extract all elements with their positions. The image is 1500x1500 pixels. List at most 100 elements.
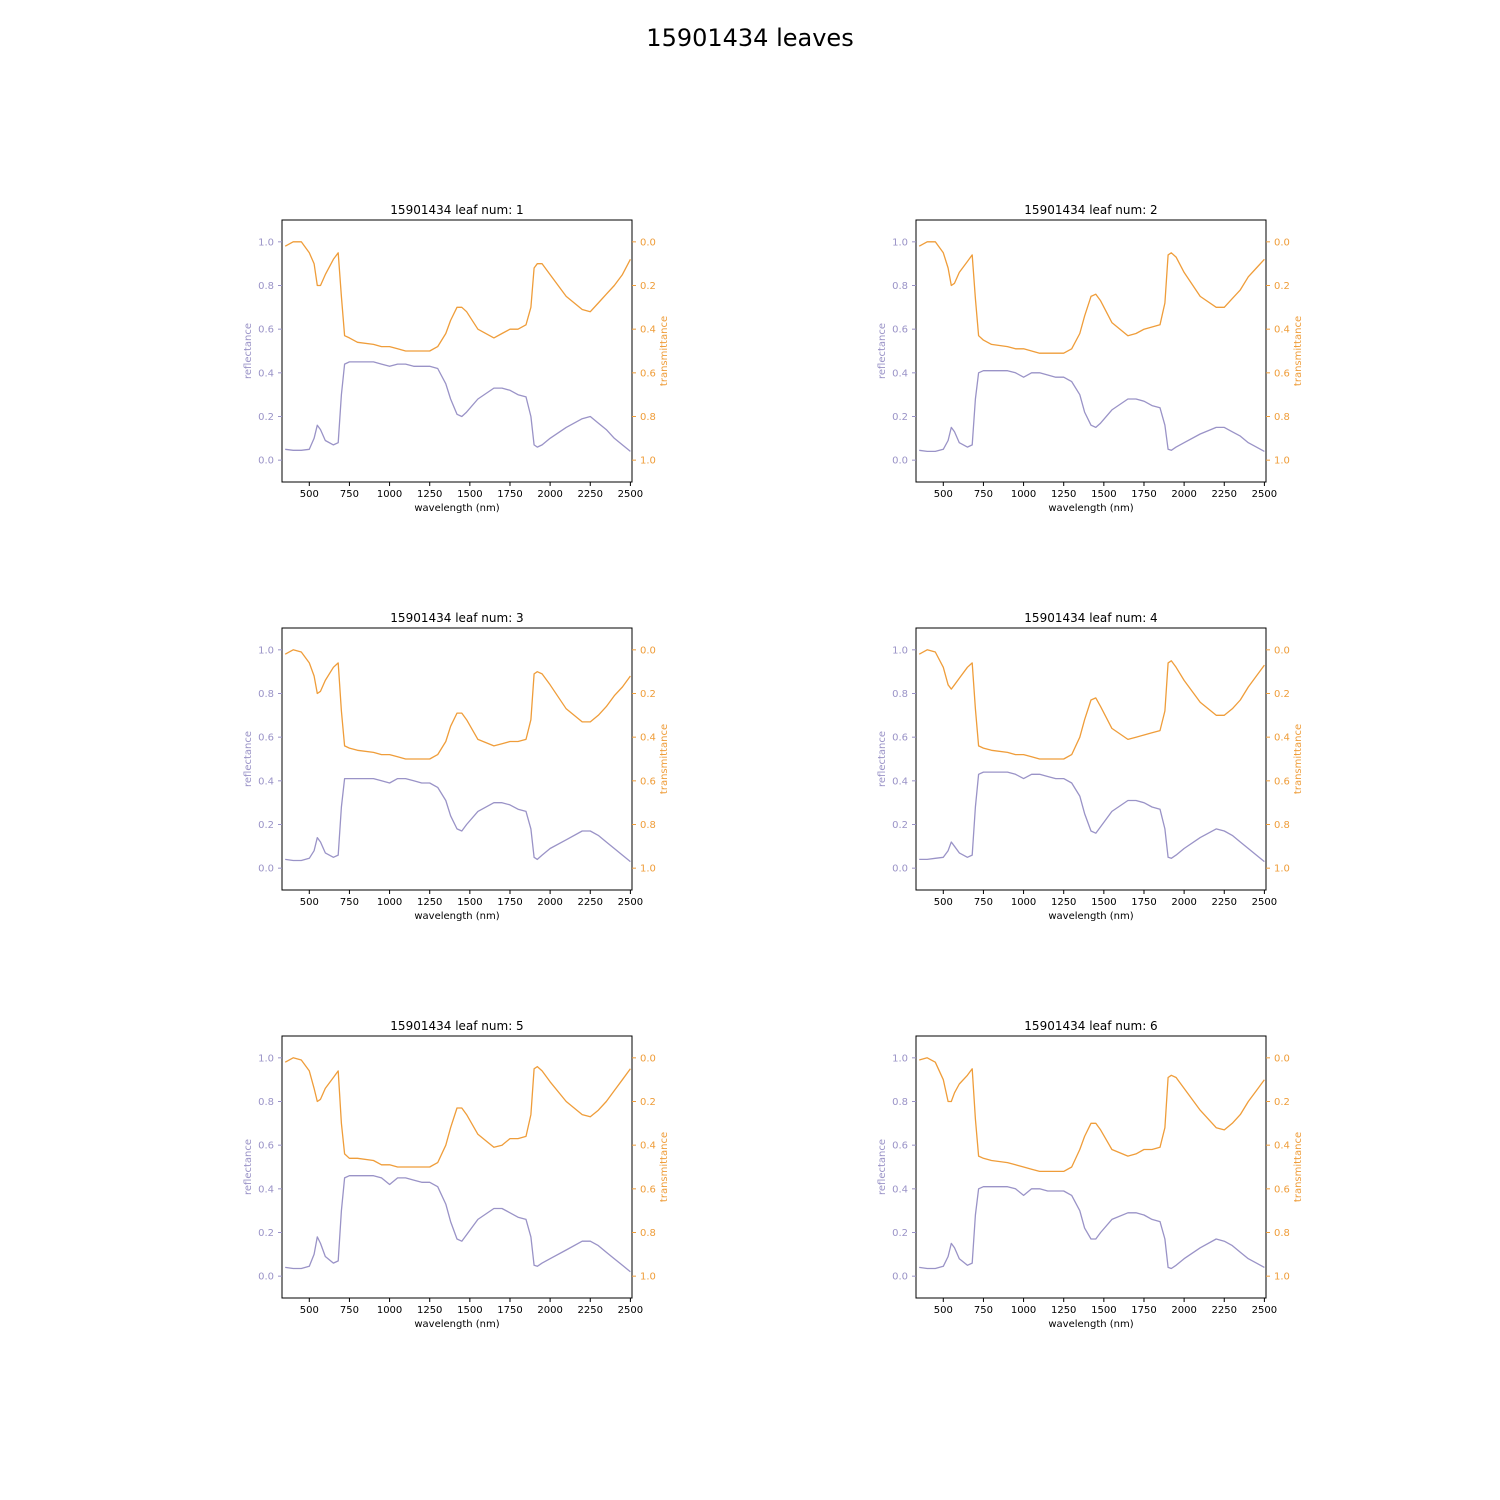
- y2-tick-label: 0.0: [1274, 1053, 1290, 1064]
- y-tick-label: 1.0: [892, 1053, 908, 1064]
- plot-frame: [281, 1035, 633, 1299]
- series-line-reflectance: [919, 771, 1265, 863]
- y-tick-label: 0.8: [258, 1097, 274, 1108]
- x-tick-label: 1500: [1091, 897, 1116, 908]
- figure-title: 15901434 leaves: [646, 24, 854, 52]
- x-tick-label: 750: [974, 489, 993, 500]
- y-tick-label: 0.4: [258, 1184, 274, 1195]
- x-tick-label: 1000: [1011, 897, 1036, 908]
- panel-title: 15901434 leaf num: 4: [1024, 611, 1157, 625]
- y-axis-label: reflectance: [243, 323, 254, 379]
- y2-tick-label: 0.2: [1274, 281, 1290, 292]
- y-tick-label: 0.0: [258, 864, 274, 875]
- y2-tick-label: 0.6: [1274, 368, 1290, 379]
- plot-frame: [281, 219, 633, 483]
- y-tick-label: 0.6: [892, 733, 908, 744]
- y2-tick-label: 1.0: [1274, 1272, 1290, 1283]
- y2-tick-label: 1.0: [640, 1272, 656, 1283]
- series-line-transmittance: [918, 649, 1265, 760]
- x-tick-label: 500: [934, 897, 953, 908]
- y-tick-label: 0.8: [892, 281, 908, 292]
- y2-axis-label: transmittance: [1293, 316, 1304, 386]
- panel-3: 500 750 1000 1250 1500 1750 2000 2250 2500 0.0 0.2…: [243, 611, 670, 922]
- x-tick-label: 500: [934, 1305, 953, 1316]
- x-axis-label: wavelength (nm): [1048, 1319, 1133, 1330]
- x-tick-label: 750: [340, 897, 359, 908]
- x-tick-label: 2000: [537, 1305, 562, 1316]
- x-tick-label: 2250: [578, 897, 603, 908]
- y2-tick-label: 0.8: [1274, 1228, 1290, 1239]
- y2-tick-label: 1.0: [1274, 456, 1290, 467]
- panel-1: 500 750 1000 1250 1500 1750 2000 2250 2500 0.0 0.2…: [243, 203, 670, 514]
- x-tick-label: 2250: [1212, 897, 1237, 908]
- x-tick-label: 2250: [578, 489, 603, 500]
- y2-tick-label: 0.8: [1274, 820, 1290, 831]
- x-tick-label: 750: [340, 1305, 359, 1316]
- series-line-reflectance: [285, 777, 631, 863]
- y-tick-label: 0.2: [258, 412, 274, 423]
- y2-axis-label: transmittance: [659, 1132, 670, 1202]
- x-tick-label: 1250: [1051, 897, 1076, 908]
- x-tick-label: 1500: [1091, 1305, 1116, 1316]
- y2-tick-label: 0.2: [1274, 689, 1290, 700]
- x-tick-label: 2000: [1171, 489, 1196, 500]
- y-axis-label: reflectance: [877, 731, 888, 787]
- x-tick-label: 1250: [1051, 1305, 1076, 1316]
- x-tick-label: 500: [300, 489, 319, 500]
- y-tick-label: 1.0: [258, 1053, 274, 1064]
- y2-tick-label: 0.4: [1274, 325, 1290, 336]
- y2-tick-label: 0.0: [1274, 645, 1290, 656]
- y2-axis-label: transmittance: [659, 724, 670, 794]
- x-tick-label: 2500: [1252, 897, 1277, 908]
- x-tick-label: 500: [300, 897, 319, 908]
- y2-axis-label: transmittance: [659, 316, 670, 386]
- x-tick-label: 2000: [1171, 1305, 1196, 1316]
- x-axis-label: wavelength (nm): [1048, 911, 1133, 922]
- x-axis-label: wavelength (nm): [414, 1319, 499, 1330]
- panel-4: 500 750 1000 1250 1500 1750 2000 2250 2500 0.0 0.2…: [877, 611, 1304, 922]
- y-tick-label: 1.0: [258, 645, 274, 656]
- y-tick-label: 0.8: [258, 281, 274, 292]
- y-tick-label: 0.0: [892, 1272, 908, 1283]
- y-axis-label: reflectance: [877, 323, 888, 379]
- x-tick-label: 1500: [457, 489, 482, 500]
- y2-tick-label: 0.6: [640, 776, 656, 787]
- x-tick-label: 2000: [537, 897, 562, 908]
- x-tick-label: 1750: [497, 897, 522, 908]
- y-axis-label: reflectance: [877, 1139, 888, 1195]
- y2-tick-label: 1.0: [1274, 864, 1290, 875]
- panel-title: 15901434 leaf num: 5: [390, 1019, 523, 1033]
- series-line-transmittance: [284, 649, 631, 760]
- y-tick-label: 0.4: [258, 368, 274, 379]
- y2-tick-label: 0.2: [640, 1097, 656, 1108]
- y2-tick-label: 0.6: [1274, 1184, 1290, 1195]
- y2-tick-label: 0.8: [640, 412, 656, 423]
- x-axis-label: wavelength (nm): [414, 503, 499, 514]
- series-line-reflectance: [919, 1186, 1265, 1270]
- series-line-reflectance: [919, 370, 1265, 453]
- y2-tick-label: 1.0: [640, 456, 656, 467]
- y-tick-label: 0.2: [892, 1228, 908, 1239]
- x-tick-label: 1000: [1011, 1305, 1036, 1316]
- series-line-reflectance: [285, 361, 631, 452]
- y2-axis-label: transmittance: [1293, 724, 1304, 794]
- x-tick-label: 2500: [1252, 1305, 1277, 1316]
- y2-tick-label: 0.2: [640, 281, 656, 292]
- x-tick-label: 2000: [1171, 897, 1196, 908]
- x-tick-label: 1000: [377, 897, 402, 908]
- plot-frame: [915, 627, 1267, 891]
- y2-tick-label: 0.8: [640, 820, 656, 831]
- x-tick-label: 1250: [417, 1305, 442, 1316]
- y-tick-label: 0.8: [892, 689, 908, 700]
- y-axis-label: reflectance: [243, 731, 254, 787]
- y-axis-label: reflectance: [243, 1139, 254, 1195]
- x-tick-label: 1750: [1131, 489, 1156, 500]
- x-axis-label: wavelength (nm): [1048, 503, 1133, 514]
- x-axis-label: wavelength (nm): [414, 911, 499, 922]
- x-tick-label: 750: [974, 1305, 993, 1316]
- y2-tick-label: 0.4: [640, 1141, 656, 1152]
- y-tick-label: 0.2: [258, 820, 274, 831]
- x-tick-label: 1750: [497, 489, 522, 500]
- y-tick-label: 0.2: [258, 1228, 274, 1239]
- x-tick-label: 2500: [618, 489, 643, 500]
